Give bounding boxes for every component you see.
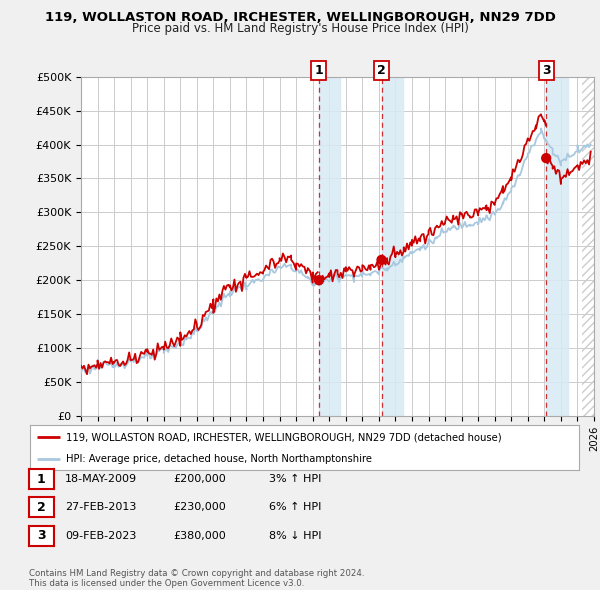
Bar [546,77,568,416]
Text: £230,000: £230,000 [173,503,226,512]
Text: 3: 3 [37,529,46,542]
Text: 3% ↑ HPI: 3% ↑ HPI [269,474,321,484]
Text: Price paid vs. HM Land Registry's House Price Index (HPI): Price paid vs. HM Land Registry's House … [131,22,469,35]
Text: 119, WOLLASTON ROAD, IRCHESTER, WELLINGBOROUGH, NN29 7DD: 119, WOLLASTON ROAD, IRCHESTER, WELLINGB… [44,11,556,24]
Bar [583,77,594,416]
Text: 6% ↑ HPI: 6% ↑ HPI [269,503,321,512]
Text: 1: 1 [314,64,323,77]
Bar [382,77,403,416]
Text: £200,000: £200,000 [173,474,226,484]
Text: 2: 2 [37,501,46,514]
Point [541,153,551,163]
Text: HPI: Average price, detached house, North Northamptonshire: HPI: Average price, detached house, Nort… [65,454,371,464]
Text: 1: 1 [37,473,46,486]
Bar [583,77,594,416]
Text: 09-FEB-2023: 09-FEB-2023 [65,531,136,540]
Text: Contains HM Land Registry data © Crown copyright and database right 2024.
This d: Contains HM Land Registry data © Crown c… [29,569,364,588]
Text: 27-FEB-2013: 27-FEB-2013 [65,503,136,512]
Point [377,255,386,265]
Text: 8% ↓ HPI: 8% ↓ HPI [269,531,322,540]
Text: £380,000: £380,000 [173,531,226,540]
Text: 3: 3 [542,64,550,77]
Text: 2: 2 [377,64,386,77]
Text: 18-MAY-2009: 18-MAY-2009 [65,474,137,484]
Point [314,276,324,285]
Text: 119, WOLLASTON ROAD, IRCHESTER, WELLINGBOROUGH, NN29 7DD (detached house): 119, WOLLASTON ROAD, IRCHESTER, WELLINGB… [65,432,502,442]
Bar [319,77,340,416]
